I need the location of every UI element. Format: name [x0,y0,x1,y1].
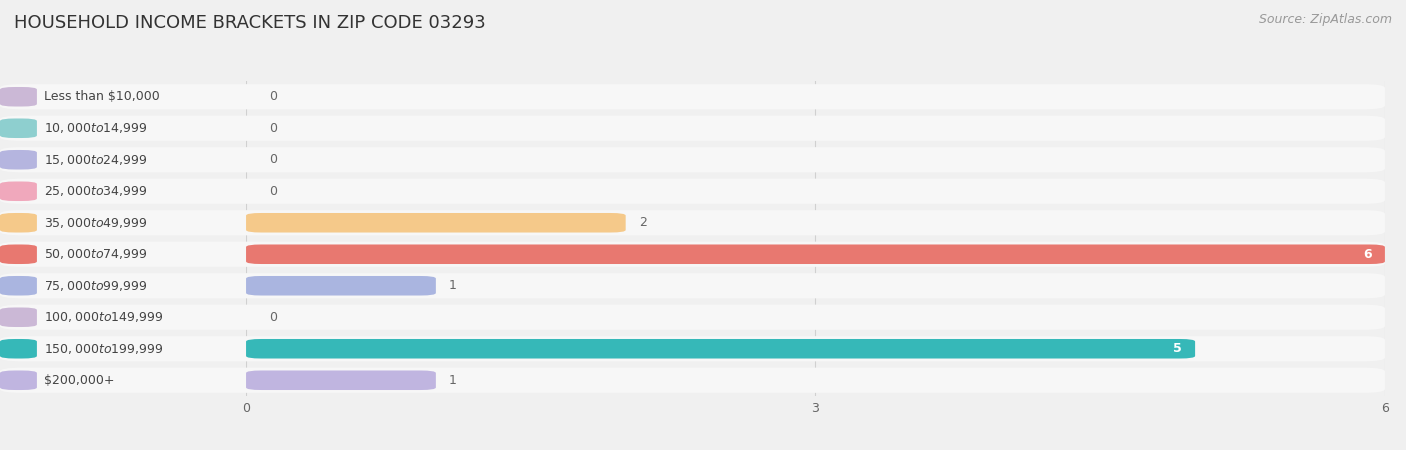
FancyBboxPatch shape [0,213,37,233]
FancyBboxPatch shape [246,339,1195,359]
FancyBboxPatch shape [0,150,37,170]
FancyBboxPatch shape [0,179,1385,204]
Text: $10,000 to $14,999: $10,000 to $14,999 [44,121,148,135]
FancyBboxPatch shape [246,276,436,296]
FancyBboxPatch shape [0,307,37,327]
Text: 0: 0 [269,153,277,166]
FancyBboxPatch shape [246,244,1385,264]
Text: $50,000 to $74,999: $50,000 to $74,999 [44,247,148,261]
FancyBboxPatch shape [0,116,1385,141]
Text: $75,000 to $99,999: $75,000 to $99,999 [44,279,148,293]
Text: $35,000 to $49,999: $35,000 to $49,999 [44,216,148,230]
Text: $25,000 to $34,999: $25,000 to $34,999 [44,184,148,198]
Text: 0: 0 [269,122,277,135]
Text: 6: 6 [1362,248,1372,261]
FancyBboxPatch shape [246,213,626,233]
Text: $150,000 to $199,999: $150,000 to $199,999 [44,342,163,356]
Text: $200,000+: $200,000+ [44,374,115,387]
FancyBboxPatch shape [0,147,1385,172]
FancyBboxPatch shape [0,84,1385,109]
FancyBboxPatch shape [0,210,1385,235]
FancyBboxPatch shape [0,368,1385,393]
FancyBboxPatch shape [0,242,1385,267]
Text: 0: 0 [269,90,277,103]
Text: $15,000 to $24,999: $15,000 to $24,999 [44,153,148,167]
Text: 2: 2 [638,216,647,229]
FancyBboxPatch shape [0,305,1385,330]
Text: Less than $10,000: Less than $10,000 [44,90,160,103]
Text: 1: 1 [449,279,457,292]
FancyBboxPatch shape [0,370,37,390]
FancyBboxPatch shape [0,336,1385,361]
Text: 0: 0 [269,311,277,324]
Text: $100,000 to $149,999: $100,000 to $149,999 [44,310,163,324]
Text: 5: 5 [1173,342,1182,355]
FancyBboxPatch shape [0,244,37,264]
Text: HOUSEHOLD INCOME BRACKETS IN ZIP CODE 03293: HOUSEHOLD INCOME BRACKETS IN ZIP CODE 03… [14,14,486,32]
Text: 1: 1 [449,374,457,387]
Text: 0: 0 [269,185,277,198]
FancyBboxPatch shape [0,273,1385,298]
Text: Source: ZipAtlas.com: Source: ZipAtlas.com [1258,14,1392,27]
FancyBboxPatch shape [0,276,37,296]
FancyBboxPatch shape [0,181,37,201]
FancyBboxPatch shape [246,370,436,390]
FancyBboxPatch shape [0,87,37,107]
FancyBboxPatch shape [0,339,37,359]
FancyBboxPatch shape [0,118,37,138]
